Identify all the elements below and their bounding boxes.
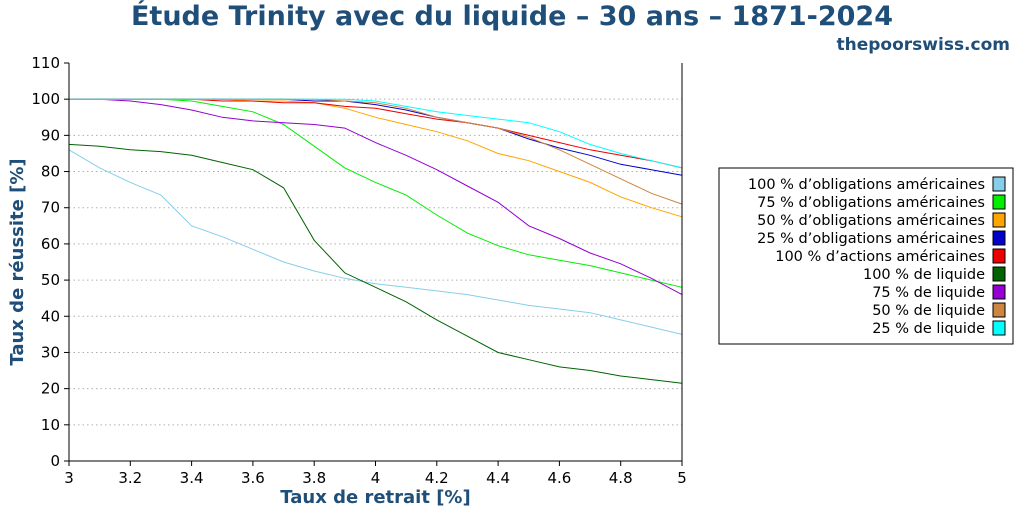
legend-label: 100 % de liquide <box>863 267 985 283</box>
grid-layer <box>69 98 682 426</box>
series-layer <box>68 98 683 384</box>
legend-swatch <box>992 320 1006 336</box>
series-line <box>68 149 683 335</box>
y-tick-label: 100 <box>31 90 60 108</box>
legend-label: 100 % d’actions américaines <box>775 249 985 265</box>
legend-label: 75 % d’obligations américaines <box>757 195 985 211</box>
y-tick-label: 0 <box>50 452 60 470</box>
y-tick-label: 40 <box>41 307 60 325</box>
site-watermark: thepoorswiss.com <box>836 35 1011 55</box>
legend: 100 % d’obligations américaines 75 % d’ob… <box>718 167 1014 345</box>
legend-label: 50 % de liquide <box>872 303 985 319</box>
y-axis-label: Taux de réussite [%] <box>7 158 28 365</box>
tick-layer: 0 10 20 30 40 50 60 70 80 90 100 110 3 3.2 3.4 3.6 3.8 4 4… <box>31 54 686 487</box>
series-line <box>68 143 683 384</box>
chart-title: Étude Trinity avec du liquide – 30 ans –… <box>130 1 894 32</box>
legend-label: 50 % d’obligations américaines <box>757 213 985 229</box>
x-tick-label: 4 <box>371 469 381 487</box>
series-line <box>69 98 683 288</box>
y-tick-label: 50 <box>41 271 60 289</box>
y-tick-label: 80 <box>41 163 60 181</box>
legend-label: 25 % de liquide <box>872 321 985 337</box>
legend-swatch <box>992 266 1006 282</box>
series-line <box>69 98 683 218</box>
legend-label: 25 % d’obligations américaines <box>757 231 985 247</box>
x-tick-label: 3.4 <box>180 469 204 487</box>
legend-box <box>718 167 1014 345</box>
y-tick-label: 110 <box>31 54 60 72</box>
legend-swatch <box>992 212 1006 228</box>
legend-swatch <box>992 284 1006 300</box>
axis-layer <box>68 63 683 462</box>
x-tick-label: 4.8 <box>609 469 633 487</box>
series-line <box>69 98 683 169</box>
series-line <box>69 98 683 169</box>
x-tick-label: 4.4 <box>486 469 510 487</box>
y-tick-label: 90 <box>41 126 60 144</box>
legend-label: 75 % de liquide <box>872 285 985 301</box>
x-tick-label: 3.6 <box>241 469 265 487</box>
legend-label: 100 % d’obligations américaines <box>748 177 985 193</box>
legend-swatch <box>992 302 1006 318</box>
x-tick-label: 3.8 <box>302 469 326 487</box>
x-tick-label: 5 <box>677 469 687 487</box>
legend-swatch <box>992 194 1006 210</box>
x-tick-label: 3.2 <box>118 469 142 487</box>
x-tick-label: 4.6 <box>547 469 571 487</box>
y-tick-label: 30 <box>41 343 60 361</box>
legend-swatch <box>992 248 1006 264</box>
x-tick-label: 4.2 <box>425 469 449 487</box>
y-tick-label: 10 <box>41 416 60 434</box>
legend-swatch <box>992 176 1006 192</box>
series-line <box>69 98 683 296</box>
y-tick-label: 70 <box>41 199 60 217</box>
x-tick-label: 3 <box>64 469 74 487</box>
y-tick-label: 60 <box>41 235 60 253</box>
y-tick-label: 20 <box>41 380 60 398</box>
x-axis-label: Taux de retrait [%] <box>280 487 470 508</box>
legend-swatch <box>992 230 1006 246</box>
